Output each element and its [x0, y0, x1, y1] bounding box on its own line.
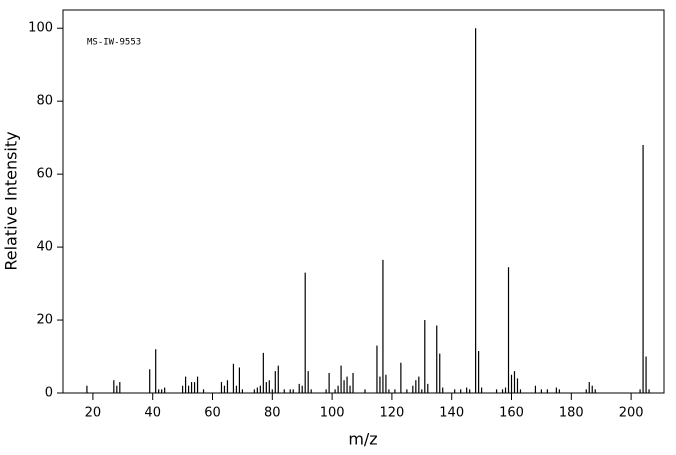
- x-tick-label: 200: [619, 406, 644, 421]
- x-tick-label: 20: [85, 406, 102, 421]
- y-tick-label: 60: [36, 167, 53, 182]
- plot-frame: [62, 9, 665, 394]
- x-axis-title: m/z: [348, 430, 377, 449]
- y-tick-label: 20: [36, 313, 53, 328]
- x-tick-label: 180: [559, 406, 584, 421]
- x-tick-label: 160: [499, 406, 524, 421]
- x-tick-label: 140: [439, 406, 464, 421]
- y-axis-title: Relative Intensity: [2, 131, 21, 270]
- y-tick-label: 40: [36, 240, 53, 255]
- y-tick-label: 80: [36, 94, 53, 109]
- y-tick-label: 100: [28, 21, 53, 36]
- x-tick-label: 80: [264, 406, 281, 421]
- x-tick-label: 40: [144, 406, 161, 421]
- x-tick-label: 100: [320, 406, 345, 421]
- y-tick-label: 0: [45, 386, 53, 401]
- annotation: MS-IW-9553: [87, 38, 141, 48]
- x-tick-label: 120: [379, 406, 404, 421]
- x-tick-label: 60: [204, 406, 221, 421]
